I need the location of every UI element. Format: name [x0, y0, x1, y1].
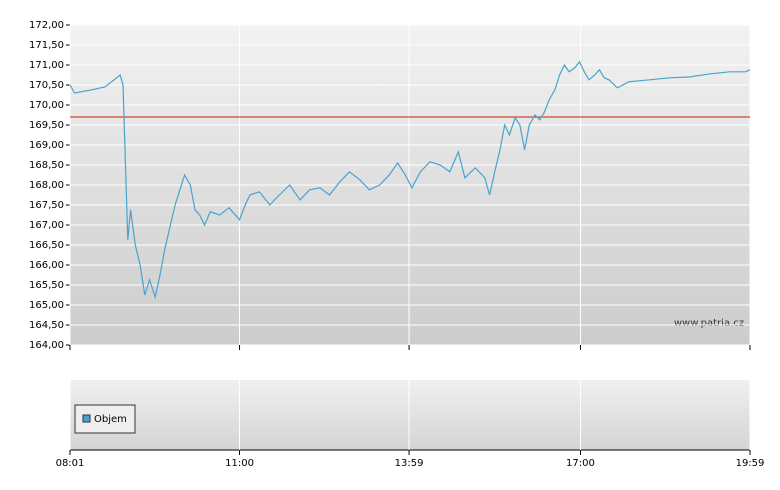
y-tick-label: 166,50 [29, 240, 64, 251]
legend-swatch [82, 414, 91, 423]
y-tick-label: 164,50 [29, 320, 64, 331]
volume-area [70, 380, 750, 450]
x-tick-label: 19:59 [736, 458, 765, 469]
y-tick-label: 170,00 [29, 100, 64, 111]
x-tick-label: 13:59 [395, 458, 424, 469]
y-tick-label: 164,00 [29, 340, 64, 351]
x-tick-label: 17:00 [566, 458, 595, 469]
legend-label: Objem [94, 414, 127, 425]
x-tick-label: 08:01 [56, 458, 85, 469]
y-tick-label: 168,50 [29, 160, 64, 171]
y-tick-label: 172,00 [29, 20, 64, 31]
y-tick-label: 169,00 [29, 140, 64, 151]
y-tick-label: 171,50 [29, 40, 64, 51]
watermark: www.patria.cz [674, 318, 744, 329]
y-tick-label: 168,00 [29, 180, 64, 191]
y-tick-label: 165,00 [29, 300, 64, 311]
y-tick-label: 167,00 [29, 220, 64, 231]
y-tick-label: 165,50 [29, 280, 64, 291]
y-tick-label: 167,50 [29, 200, 64, 211]
y-tick-label: 169,50 [29, 120, 64, 131]
x-tick-label: 11:00 [225, 458, 254, 469]
y-tick-label: 171,00 [29, 60, 64, 71]
y-tick-label: 170,50 [29, 80, 64, 91]
y-tick-label: 166,00 [29, 260, 64, 271]
price-line [69, 60, 751, 300]
